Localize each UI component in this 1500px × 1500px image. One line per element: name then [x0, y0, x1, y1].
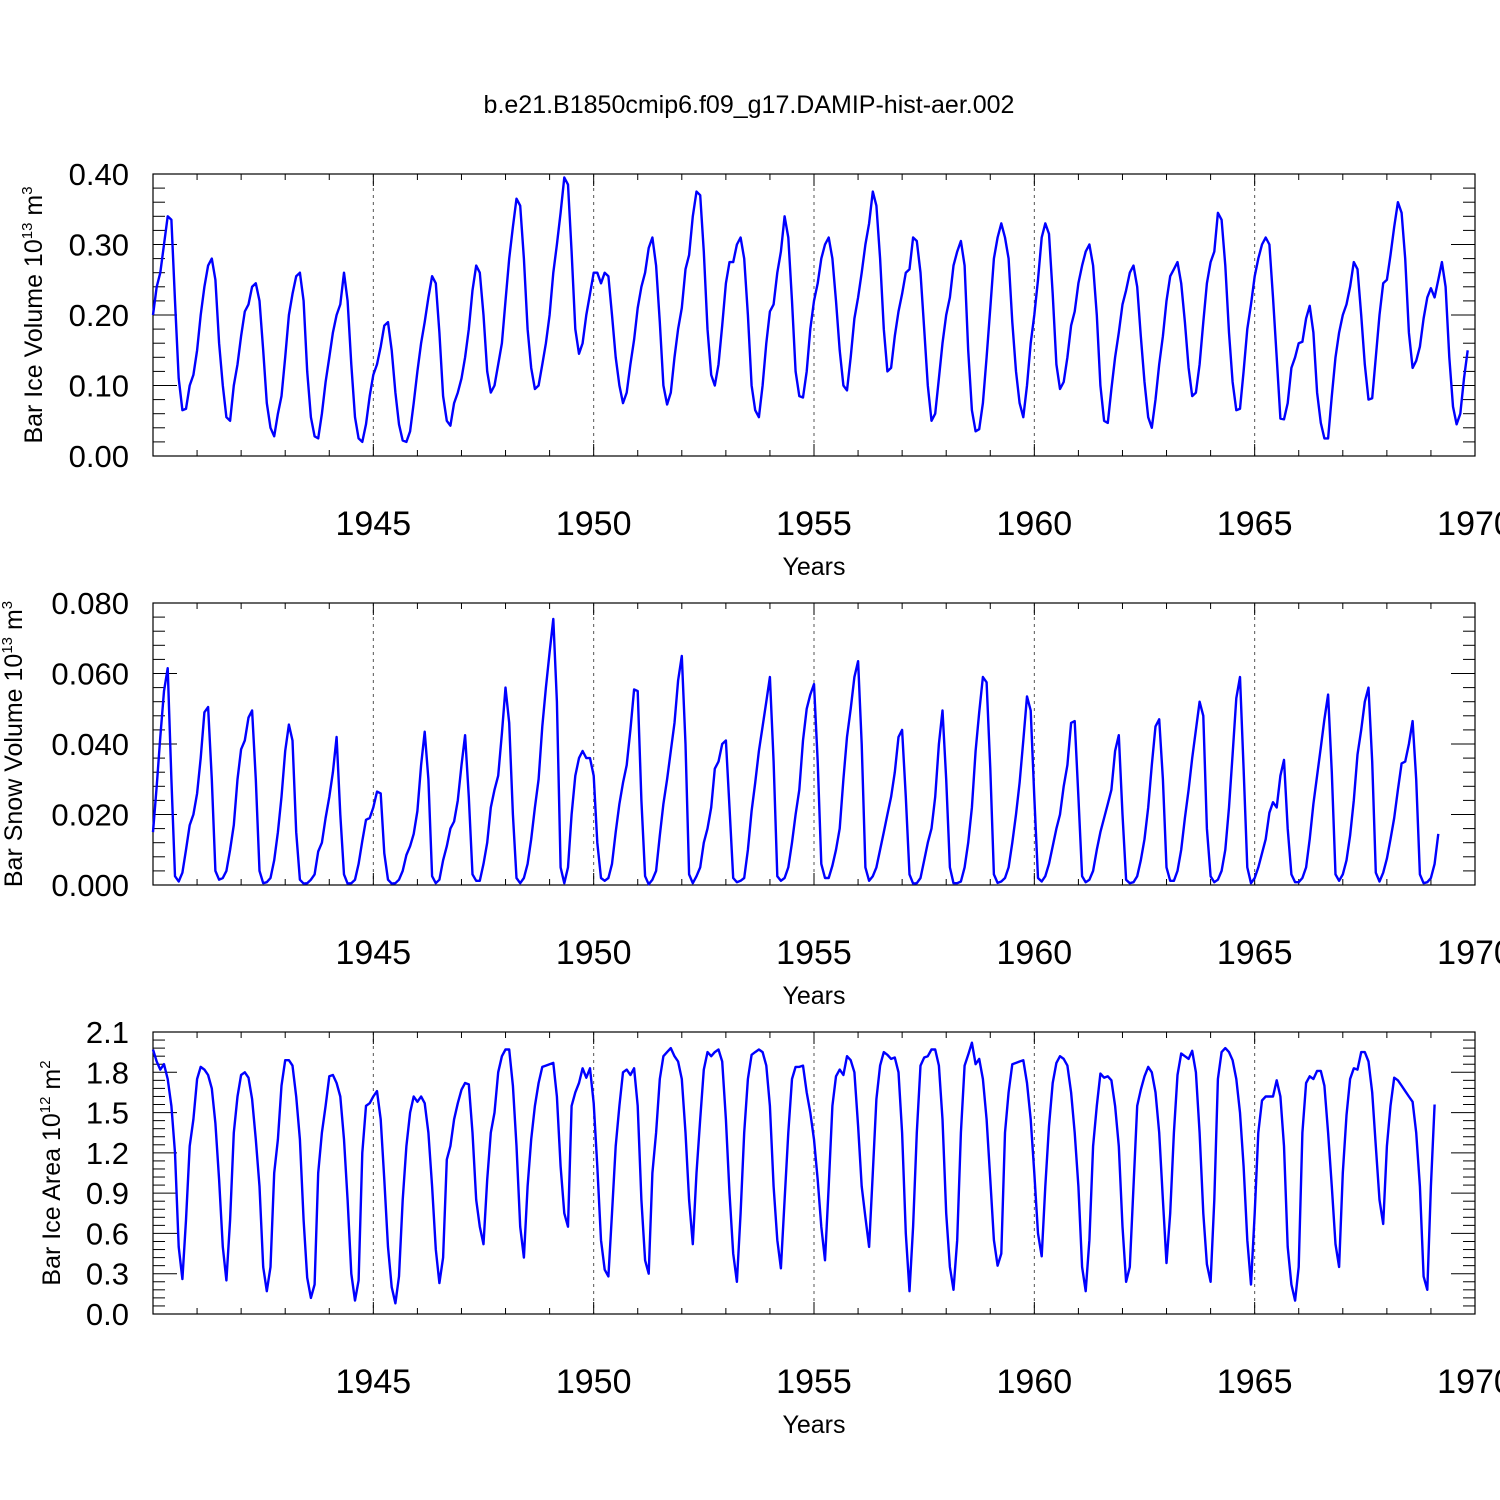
ice-area-series-line — [151, 1041, 1436, 1305]
figure-title: b.e21.B1850cmip6.f09_g17.DAMIP-hist-aer.… — [484, 91, 1015, 119]
snow-volume-x-tick-label: 1945 — [336, 934, 412, 972]
ice-volume-x-tick-label: 1965 — [1217, 505, 1293, 543]
ice-area-x-tick-label: 1965 — [1217, 1363, 1293, 1401]
ice-volume-y-tick-label: 0.30 — [69, 228, 129, 263]
ice-volume-panel: Years Bar Ice Volume 1013 m3 1945 1950 195… — [19, 157, 1500, 581]
ice-volume-y-axis-label: Bar Ice Volume 1013 m3 — [19, 186, 48, 443]
ice-area-panel: Years Bar Ice Area 1012 m2 1945 1950 1955 1… — [37, 1015, 1500, 1439]
snow-volume-y-tick-label: 0.060 — [51, 657, 129, 692]
ice-area-y-tick-label: 1.2 — [86, 1136, 129, 1171]
ice-volume-x-tick-label: 1960 — [997, 505, 1073, 543]
snow-volume-x-tick-label: 1950 — [556, 934, 632, 972]
ice-area-y-axis-label: Bar Ice Area 1012 m2 — [37, 1060, 66, 1285]
ice-area-y-tick-label: 0.6 — [86, 1216, 129, 1251]
ice-volume-x-tick-label: 1945 — [336, 505, 412, 543]
snow-volume-y-tick-label: 0.040 — [51, 727, 129, 762]
snow-volume-y-tick-label: 0.080 — [51, 586, 129, 621]
snow-volume-x-axis-label: Years — [782, 982, 845, 1010]
ice-volume-y-tick-label: 0.00 — [69, 439, 129, 474]
ice-volume-y-tick-label: 0.10 — [69, 369, 129, 404]
ice-volume-x-axis-label: Years — [782, 553, 845, 581]
ice-volume-y-tick-label: 0.40 — [69, 157, 129, 192]
snow-volume-panel: Years Bar Snow Volume 1013 m3 1945 1950 19… — [0, 586, 1500, 1010]
ice-volume-y-tick-label: 0.20 — [69, 298, 129, 333]
ice-area-x-tick-label: 1950 — [556, 1363, 632, 1401]
ice-area-y-tick-label: 0.0 — [86, 1297, 129, 1332]
ice-volume-series-line — [151, 176, 1469, 444]
snow-volume-x-tick-label: 1960 — [997, 934, 1073, 972]
ice-area-x-tick-label: 1955 — [776, 1363, 852, 1401]
ice-area-y-tick-label: 2.1 — [86, 1015, 129, 1050]
ice-area-y-tick-label: 1.5 — [86, 1096, 129, 1131]
snow-volume-y-tick-label: 0.020 — [51, 798, 129, 833]
ice-area-x-axis-label: Years — [782, 1411, 845, 1439]
snow-volume-y-axis-label: Bar Snow Volume 1013 m3 — [0, 601, 28, 887]
ice-area-y-tick-label: 1.8 — [86, 1055, 129, 1090]
ice-area-x-tick-label: 1945 — [336, 1363, 412, 1401]
snow-volume-y-tick-label: 0.000 — [51, 868, 129, 903]
ice-volume-x-tick-label: 1955 — [776, 505, 852, 543]
snow-volume-x-tick-label: 1955 — [776, 934, 852, 972]
ice-area-x-tick-label: 1960 — [997, 1363, 1073, 1401]
ice-area-y-tick-label: 0.9 — [86, 1176, 129, 1211]
ice-area-y-tick-label: 0.3 — [86, 1257, 129, 1292]
snow-volume-series-line — [151, 617, 1440, 886]
snow-volume-x-tick-label: 1965 — [1217, 934, 1293, 972]
ice-volume-x-tick-label: 1950 — [556, 505, 632, 543]
